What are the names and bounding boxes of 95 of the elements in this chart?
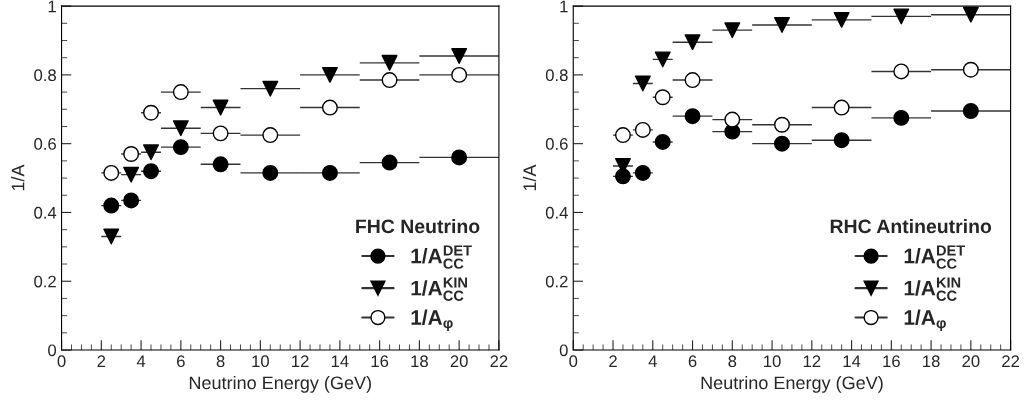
point xyxy=(654,89,671,106)
legend-label: 1/A$_{φ}$ xyxy=(411,309,453,332)
legend-label: 1/A$^{DET}$$_{CC}$ xyxy=(411,245,472,269)
point xyxy=(321,66,338,83)
point xyxy=(212,99,229,116)
point xyxy=(962,6,979,23)
point xyxy=(143,163,159,180)
legend-label: 1/A$_{φ}$ xyxy=(904,309,946,332)
y-tick-label: 0 xyxy=(559,344,568,357)
x-tick-label: 12 xyxy=(292,355,309,367)
y-tick-label: 0.4 xyxy=(34,206,57,219)
point xyxy=(774,135,790,152)
x-tick-label: 6 xyxy=(688,355,697,368)
point xyxy=(634,121,651,138)
x-tick-label: 4 xyxy=(136,355,146,367)
point xyxy=(262,164,279,181)
point xyxy=(451,47,468,64)
x-tick-label: 4 xyxy=(648,355,657,367)
y-tick-label: 0.6 xyxy=(545,138,568,150)
point xyxy=(893,109,910,126)
x-tick-label: 20 xyxy=(450,355,468,368)
x-axis-title: Neutrino Energy (GeV) xyxy=(701,375,883,393)
point xyxy=(893,63,910,80)
legend-label: 1/A$^{DET}$$_{CC}$ xyxy=(904,245,966,269)
point xyxy=(684,72,701,89)
legend-title: RHC Antineutrino xyxy=(830,218,992,234)
x-tick-label: 18 xyxy=(411,355,428,368)
x-tick-label: 16 xyxy=(371,355,389,368)
x-tick-label: 12 xyxy=(803,355,821,367)
y-axis-title: 1/A xyxy=(11,164,25,191)
point xyxy=(143,104,159,121)
x-axis-title: Neutrino Energy (GeV) xyxy=(189,375,371,393)
point xyxy=(103,197,120,214)
x-tick-label: 8 xyxy=(728,355,737,368)
point xyxy=(212,125,229,142)
point xyxy=(724,22,741,39)
point xyxy=(893,8,910,25)
y-tick-label: 0.4 xyxy=(545,206,568,219)
x-tick-label: 16 xyxy=(883,355,900,368)
x-tick-label: 14 xyxy=(331,355,349,367)
point xyxy=(103,228,120,245)
x-tick-label: 18 xyxy=(923,355,940,368)
x-tick-label: 10 xyxy=(764,355,781,368)
point xyxy=(774,17,790,33)
point xyxy=(774,116,790,133)
y-tick-label: 0.8 xyxy=(545,69,568,82)
point xyxy=(123,192,140,209)
point xyxy=(172,139,189,156)
x-tick-label: 22 xyxy=(1002,355,1020,367)
point xyxy=(381,154,398,171)
point xyxy=(381,54,398,71)
y-tick-label: 0.8 xyxy=(34,69,56,82)
y-tick-label: 1 xyxy=(48,0,56,13)
point xyxy=(833,99,850,116)
x-tick-label: 2 xyxy=(97,355,106,367)
point xyxy=(172,84,189,101)
point xyxy=(381,72,398,89)
point xyxy=(654,133,671,150)
point xyxy=(321,164,338,181)
point xyxy=(724,111,741,128)
point xyxy=(962,61,979,78)
legend-label: 1/A$^{KIN}$$_{CC}$ xyxy=(411,277,467,301)
y-tick-label: 0.2 xyxy=(34,275,56,288)
point xyxy=(684,108,701,125)
point xyxy=(654,51,671,68)
point xyxy=(451,149,468,166)
legend-label: 1/A$^{KIN}$$_{CC}$ xyxy=(904,277,961,301)
point xyxy=(614,127,631,144)
point xyxy=(833,11,850,28)
point xyxy=(634,75,651,92)
x-tick-label: 10 xyxy=(252,355,269,368)
point xyxy=(962,103,979,119)
point xyxy=(262,80,279,97)
x-tick-label: 20 xyxy=(962,355,980,368)
legend-title: FHC Neutrino xyxy=(356,218,480,234)
x-tick-label: 0 xyxy=(569,355,578,368)
x-tick-label: 14 xyxy=(843,355,861,367)
x-tick-label: 8 xyxy=(216,355,225,368)
point xyxy=(262,127,279,144)
y-tick-label: 1 xyxy=(560,0,568,13)
x-tick-label: 22 xyxy=(490,355,508,367)
point xyxy=(833,132,850,149)
point xyxy=(321,99,338,116)
y-tick-label: 0.2 xyxy=(545,275,568,288)
point xyxy=(634,164,651,181)
x-tick-label: 6 xyxy=(177,355,185,368)
y-tick-label: 0 xyxy=(48,344,57,357)
x-tick-label: 2 xyxy=(609,355,617,367)
y-axis-title: 1/A xyxy=(522,164,537,191)
x-tick-label: 0 xyxy=(57,355,66,368)
point xyxy=(451,66,468,83)
point xyxy=(684,34,701,51)
y-tick-label: 0.6 xyxy=(34,138,56,150)
point xyxy=(212,156,229,173)
point xyxy=(172,120,189,137)
